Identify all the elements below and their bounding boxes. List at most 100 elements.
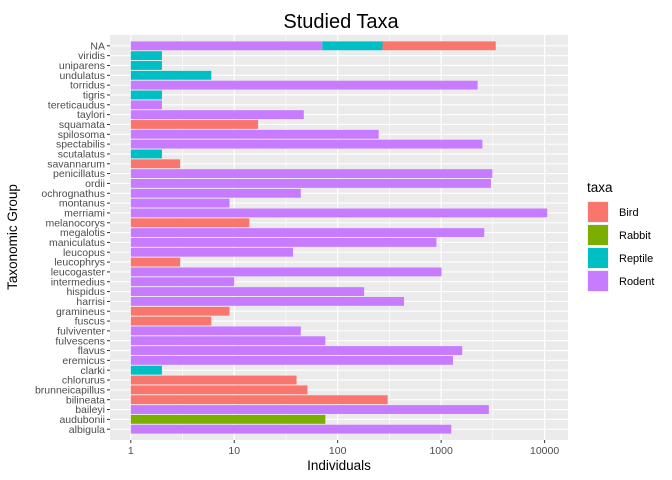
legend-title: taxa [587, 180, 613, 195]
legend-swatch-reptile [588, 248, 608, 268]
y-tick-label: ochrognathus [41, 188, 105, 200]
legend-label-rodent: Rodent [619, 276, 654, 288]
bar-maniculatus-rodent [130, 237, 437, 247]
y-tick-label: clarki [80, 365, 105, 377]
bar-gramineus-bird [130, 306, 230, 316]
bar-clarki-reptile [130, 365, 162, 375]
bar-NA-rodent [130, 41, 323, 51]
bar-penicillatus-rodent [130, 169, 493, 179]
bar-flavus-rodent [130, 346, 463, 355]
bar-fuscus-bird [130, 316, 212, 326]
y-tick-label: torridus [70, 80, 105, 92]
y-tick-label: bilineata [66, 394, 105, 406]
y-tick-label: albigula [69, 424, 105, 436]
bar-spilosoma-rodent [130, 129, 379, 139]
y-tick-label: taylori [77, 109, 105, 121]
y-tick-label: megalotis [60, 227, 105, 239]
bar-hispidus-rodent [130, 287, 365, 296]
y-tick-label: maniculatus [49, 237, 105, 249]
y-tick-label: penicillatus [53, 168, 105, 180]
y-tick-label: uniparens [59, 60, 105, 72]
bar-NA-bird [382, 41, 496, 51]
legend: taxa Bird Rabbit Reptile Rodent [587, 180, 654, 292]
x-tick-label: 10000 [530, 445, 559, 457]
bar-brunneicapillus-bird [130, 385, 308, 395]
y-tick-label: fulvescens [55, 335, 105, 347]
bars [130, 41, 548, 434]
y-tick-label: gramineus [56, 306, 105, 318]
bar-fulvescens-rodent [130, 336, 326, 346]
y-tick-label: audubonii [59, 414, 105, 426]
bar-undulatus-reptile [130, 70, 212, 80]
bar-taylori-rodent [130, 110, 304, 120]
y-tick-label: melanocorys [45, 217, 105, 229]
bar-montanus-rodent [130, 198, 230, 208]
y-tick-label: tigris [83, 90, 105, 102]
legend-swatch-rodent [588, 271, 608, 291]
y-tick-label: fuscus [75, 316, 105, 328]
y-tick-label: flavus [78, 345, 105, 357]
y-tick-label: squamata [59, 119, 105, 131]
bar-ochrognathus-rodent [130, 188, 301, 198]
y-tick-label: NA [90, 40, 105, 52]
legend-swatch-rabbit [588, 225, 608, 245]
y-tick-label: spectabilis [56, 139, 105, 151]
x-tick-label: 1000 [429, 445, 453, 457]
bar-albigula-rodent [130, 424, 452, 434]
y-tick-label: hispidus [66, 286, 105, 298]
chart-title: Studied Taxa [283, 11, 399, 33]
bar-tigris-reptile [130, 90, 162, 100]
y-tick-label: intermedius [51, 276, 105, 288]
bar-tereticaudus-rodent [130, 100, 162, 110]
bar-bilineata-bird [130, 395, 388, 405]
y-tick-label: leucophrys [54, 257, 105, 269]
y-tick-label: undulatus [59, 70, 105, 82]
y-tick-label: leucogaster [51, 267, 106, 279]
y-tick-label: savannarum [47, 158, 105, 170]
y-tick-label: montanus [59, 198, 105, 210]
bar-merriami-rodent [130, 208, 548, 218]
bar-spectabilis-rodent [130, 139, 483, 149]
y-axis-title: Taxonomic Group [5, 184, 20, 290]
y-tick-label: tereticaudus [48, 99, 105, 111]
bar-leucophrys-bird [130, 257, 181, 267]
bar-viridis-reptile [130, 51, 162, 61]
bar-chlorurus-bird [130, 375, 297, 385]
x-tick-label: 1 [128, 445, 134, 457]
y-axis: NAviridisuniparensundulatustorridustigri… [35, 40, 110, 436]
bar-savannarum-bird [130, 159, 181, 169]
bar-eremicus-rodent [130, 355, 453, 365]
bar-megalotis-rodent [130, 228, 485, 238]
x-axis-title: Individuals [307, 458, 371, 473]
y-tick-label: scutalatus [58, 149, 105, 161]
bar-leucogaster-rodent [130, 267, 442, 277]
x-axis: 1 10 100 1000 10000 [128, 440, 559, 457]
bar-leucopus-rodent [130, 247, 294, 257]
x-tick-label: 10 [228, 445, 240, 457]
y-tick-label: harrisi [76, 296, 105, 308]
y-tick-label: baileyi [75, 404, 105, 416]
y-tick-label: chlorurus [62, 375, 105, 387]
bar-NA-reptile [322, 41, 383, 51]
y-tick-label: ordii [85, 178, 105, 190]
bar-squamata-bird [130, 120, 259, 129]
bar-ordii-rodent [130, 179, 491, 188]
bar-scutalatus-reptile [130, 149, 162, 159]
legend-label-reptile: Reptile [619, 253, 653, 265]
bar-uniparens-reptile [130, 61, 162, 70]
bar-torridus-rodent [130, 80, 478, 90]
bar-melanocorys-bird [130, 218, 250, 228]
y-tick-label: viridis [78, 50, 105, 62]
bar-baileyi-rodent [130, 405, 489, 414]
bar-harrisi-rodent [130, 296, 405, 306]
y-tick-label: leucopus [63, 247, 105, 259]
x-tick-label: 100 [329, 445, 347, 457]
y-tick-label: fulviventer [57, 325, 105, 337]
y-tick-label: brunneicapillus [35, 384, 105, 396]
legend-label-rabbit: Rabbit [619, 230, 651, 242]
bar-intermedius-rodent [130, 277, 235, 287]
y-tick-label: eremicus [62, 355, 105, 367]
y-tick-label: spilosoma [58, 129, 105, 141]
legend-label-bird: Bird [619, 207, 639, 219]
